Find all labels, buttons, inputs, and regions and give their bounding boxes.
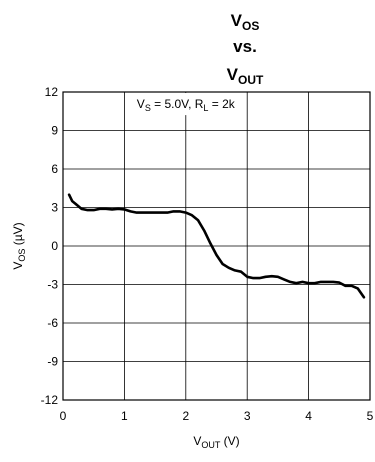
x-tick-label: 0 <box>60 409 67 423</box>
condition-annotation: VS = 5.0V, RL = 2k <box>137 97 236 113</box>
y-tick-label: 0 <box>51 239 58 253</box>
y-tick-label: -9 <box>47 355 58 369</box>
y-tick-label: -6 <box>47 316 58 330</box>
y-tick-label: -3 <box>47 278 58 292</box>
x-tick-labels: 0 1 2 3 4 5 <box>60 409 374 423</box>
y-tick-label: 12 <box>45 85 59 99</box>
series-line-vos <box>67 193 366 299</box>
x-tick-label: 3 <box>244 409 251 423</box>
y-tick-labels: 12 9 6 3 0 -3 -6 -9 -12 <box>41 85 59 407</box>
x-axis-label: VOUT (V) <box>193 434 239 450</box>
y-tick-label: 9 <box>51 124 58 138</box>
annotation-background <box>125 93 247 116</box>
y-tick-label: -12 <box>41 393 59 407</box>
chart-title-line3: VOUT <box>227 65 264 87</box>
plot-frame <box>62 91 371 401</box>
y-tick-label: 3 <box>51 201 58 215</box>
x-tick-label: 4 <box>305 409 312 423</box>
y-axis-label: VOS (µV) <box>11 222 27 269</box>
x-tick-label: 5 <box>367 409 374 423</box>
chart-title-line1: VOS <box>231 11 260 33</box>
y-tick-label: 6 <box>51 162 58 176</box>
grid <box>62 91 371 401</box>
x-tick-label: 2 <box>182 409 189 423</box>
chart-title-line2: vs. <box>233 37 257 56</box>
x-tick-label: 1 <box>121 409 128 423</box>
